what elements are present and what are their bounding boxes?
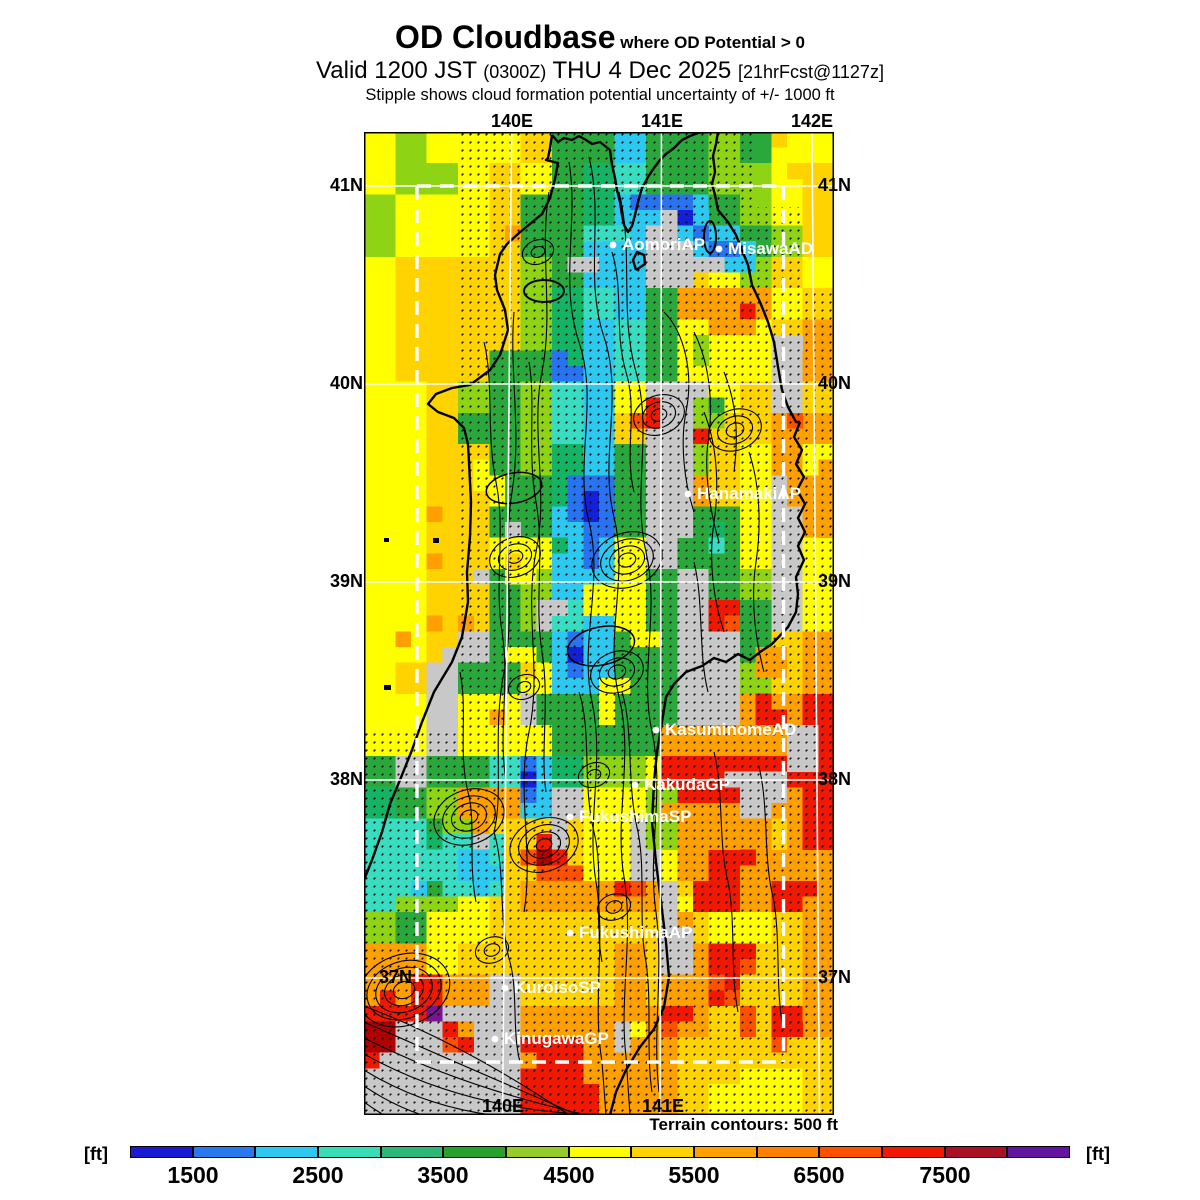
svg-text:FukushimaSP: FukushimaSP: [579, 807, 691, 826]
svg-text:KakudaGP: KakudaGP: [644, 775, 730, 794]
svg-text:140E: 140E: [482, 1096, 524, 1115]
svg-text:141E: 141E: [642, 1096, 684, 1115]
svg-text:KuroisoSP: KuroisoSP: [514, 978, 601, 997]
svg-text:37N: 37N: [379, 967, 412, 987]
svg-text:MisawaAD: MisawaAD: [728, 239, 813, 258]
svg-text:HanamakiAP: HanamakiAP: [697, 484, 801, 503]
svg-text:FukushimaAP: FukushimaAP: [579, 923, 692, 942]
svg-text:AomoriAP: AomoriAP: [622, 235, 705, 254]
svg-text:KasuminomeAD: KasuminomeAD: [665, 720, 796, 739]
svg-text:KinugawaGP: KinugawaGP: [504, 1029, 609, 1048]
